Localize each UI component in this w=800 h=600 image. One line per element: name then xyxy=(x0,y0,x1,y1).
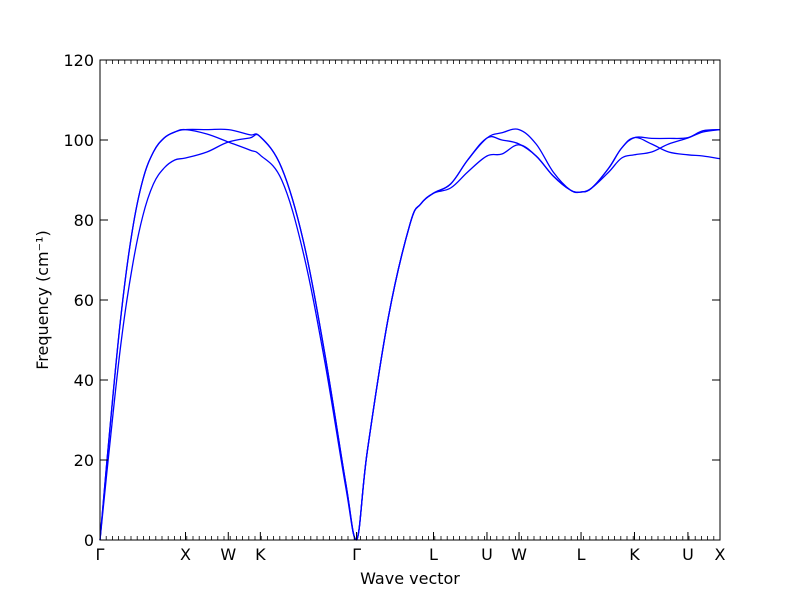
x-minor-ticks xyxy=(99,60,721,540)
band-3 xyxy=(99,128,721,541)
y-tick-label: 60 xyxy=(74,291,94,310)
plot-series xyxy=(99,128,721,541)
y-tick-label: 20 xyxy=(74,451,94,470)
x-tick-label: Γ xyxy=(352,545,361,564)
y-tick-label: 40 xyxy=(74,371,94,390)
x-tick-label: W xyxy=(511,545,527,564)
x-tick-label: K xyxy=(255,545,266,564)
x-tick-label: U xyxy=(682,545,694,564)
y-tick-label: 100 xyxy=(63,131,94,150)
band-1 xyxy=(99,128,721,541)
x-tick-label: Γ xyxy=(96,545,105,564)
x-tick-label: L xyxy=(429,545,438,564)
band-2 xyxy=(99,128,721,541)
y-tick-label: 120 xyxy=(63,51,94,70)
x-tick-label: X xyxy=(180,545,191,564)
x-tick-label: W xyxy=(220,545,236,564)
x-tick-label: X xyxy=(715,545,726,564)
plot-frame xyxy=(99,59,721,541)
x-tick-label: K xyxy=(629,545,640,564)
x-tick-label: L xyxy=(577,545,586,564)
y-tick-label: 0 xyxy=(84,531,94,550)
y-axis-label: Frequency (cm⁻¹) xyxy=(33,230,52,369)
y-tick-label: 80 xyxy=(74,211,94,230)
x-axis-label: Wave vector xyxy=(360,569,460,588)
x-tick-label: U xyxy=(481,545,493,564)
